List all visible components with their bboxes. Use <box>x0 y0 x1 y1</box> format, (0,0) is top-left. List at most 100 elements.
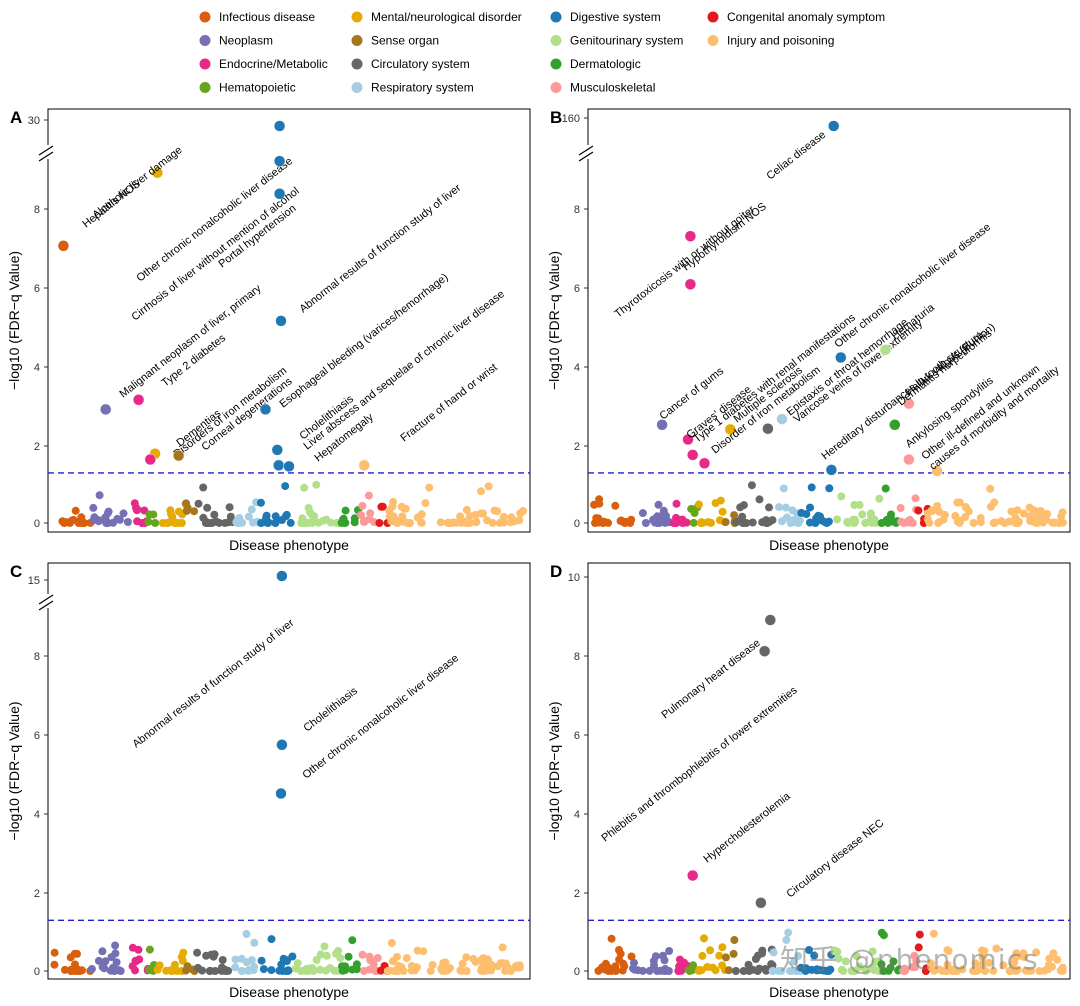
background-point <box>1013 952 1022 961</box>
significant-point <box>151 166 164 179</box>
background-point <box>286 518 295 527</box>
background-point <box>777 966 786 975</box>
background-point <box>850 501 859 509</box>
background-point <box>806 503 814 512</box>
background-point <box>961 513 970 522</box>
background-point <box>689 518 698 527</box>
background-point <box>761 965 770 974</box>
background-point <box>376 966 385 975</box>
background-point <box>810 951 819 960</box>
background-point <box>660 956 669 965</box>
background-point <box>401 504 410 513</box>
background-point <box>633 966 642 975</box>
background-point <box>784 928 793 937</box>
background-point <box>805 946 813 954</box>
significant-point <box>276 739 288 751</box>
background-point <box>1032 948 1041 957</box>
background-point <box>1020 953 1028 962</box>
background-point <box>436 518 445 527</box>
background-point <box>212 517 221 526</box>
background-point <box>390 967 399 975</box>
y-tick-label: 2 <box>34 888 40 900</box>
background-point <box>358 950 367 959</box>
background-point <box>877 519 886 527</box>
background-point <box>619 959 628 968</box>
legend-swatch <box>199 82 211 93</box>
x-axis-title: Disease phenotype <box>229 537 349 553</box>
background-point <box>873 966 882 975</box>
background-point <box>112 958 121 967</box>
background-point <box>986 484 995 493</box>
legend-label: Musculoskeletal <box>570 81 655 95</box>
background-point <box>462 967 471 975</box>
legend-swatch <box>351 35 363 46</box>
background-point <box>77 519 86 527</box>
background-point <box>428 960 437 969</box>
background-point <box>476 509 485 518</box>
background-point <box>202 951 211 960</box>
background-point <box>992 944 1001 953</box>
background-point <box>203 503 212 512</box>
background-point <box>235 514 244 522</box>
background-point <box>472 518 480 527</box>
background-point <box>242 930 251 938</box>
significant-point <box>273 120 286 132</box>
y-tick-label: 8 <box>34 204 40 216</box>
background-point <box>194 499 203 508</box>
background-point <box>955 498 964 507</box>
background-point <box>889 957 898 966</box>
x-axis-title: Disease phenotype <box>229 984 349 1000</box>
plot-frame <box>587 562 1071 980</box>
background-point <box>338 962 346 971</box>
axis-break-mark <box>38 600 54 611</box>
significant-point <box>132 394 145 406</box>
background-point <box>638 509 647 518</box>
significant-point <box>762 422 774 435</box>
background-point <box>978 953 987 962</box>
background-point <box>322 951 331 960</box>
background-point <box>736 503 745 512</box>
significant-point <box>755 897 767 909</box>
background-point <box>499 518 508 527</box>
background-point <box>944 947 953 956</box>
background-point <box>364 491 373 500</box>
background-point <box>1053 955 1062 964</box>
background-point <box>935 965 944 974</box>
background-point <box>782 513 791 522</box>
significant-point <box>724 423 737 436</box>
background-point <box>598 963 607 972</box>
background-point <box>244 966 253 974</box>
background-point <box>98 947 107 956</box>
plot-frame <box>587 108 1071 533</box>
background-point <box>914 943 923 952</box>
background-point <box>312 480 321 489</box>
background-point <box>861 518 870 527</box>
background-point <box>267 966 276 975</box>
significant-point <box>684 278 697 291</box>
background-point <box>114 966 123 974</box>
background-point <box>181 966 190 975</box>
background-point <box>130 499 139 508</box>
background-point <box>1040 966 1049 975</box>
background-point <box>748 518 757 527</box>
background-point <box>394 961 403 970</box>
background-point <box>781 503 790 512</box>
background-point <box>170 519 179 527</box>
significant-point <box>903 453 915 466</box>
background-point <box>611 501 620 510</box>
background-point <box>929 929 938 938</box>
background-point <box>308 511 317 520</box>
legend-label: Respiratory system <box>371 81 474 95</box>
background-point <box>1033 518 1042 527</box>
significant-point <box>686 449 699 461</box>
background-point <box>843 518 852 526</box>
background-point <box>477 487 485 496</box>
background-point <box>908 519 917 527</box>
background-point <box>425 483 434 492</box>
background-point <box>312 955 321 964</box>
background-point <box>1058 508 1067 517</box>
significant-point <box>758 645 771 657</box>
background-point <box>123 518 132 526</box>
background-point <box>98 962 107 971</box>
significant-point <box>275 787 287 800</box>
